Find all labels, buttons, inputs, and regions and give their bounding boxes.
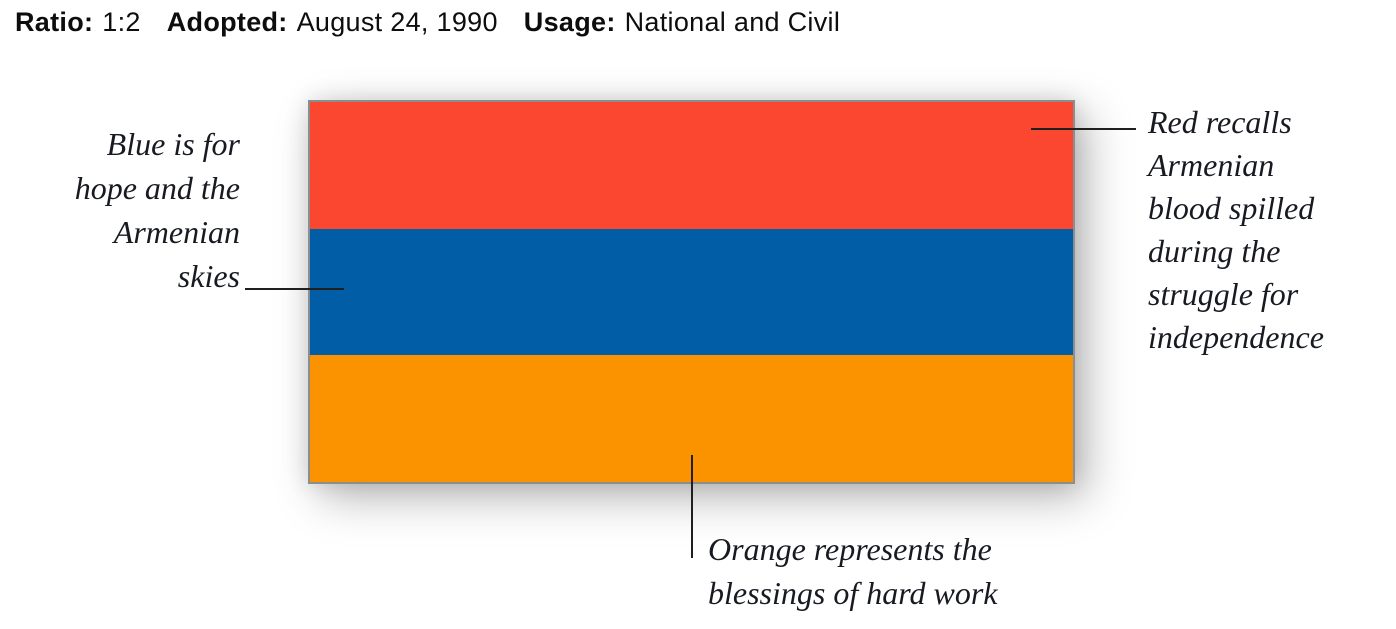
annotation-orange-stripe: Orange represents the blessings of hard … (708, 527, 998, 615)
usage-value: National and Civil (624, 7, 841, 37)
annotation-line: Blue is for (106, 126, 240, 162)
meta-field-adopted: Adopted: August 24, 1990 (167, 5, 498, 39)
annotation-line: Armenian (113, 214, 240, 250)
ratio-label: Ratio: (15, 7, 94, 37)
flag-stripe-blue (310, 228, 1073, 356)
flag-stripe-red (310, 102, 1073, 229)
annotation-line: blood spilled (1148, 190, 1315, 226)
leader-line-orange-stripe (691, 455, 693, 558)
annotation-line: Armenian (1148, 147, 1275, 183)
meta-field-usage: Usage: National and Civil (524, 5, 840, 39)
annotation-line: independence (1148, 319, 1324, 355)
annotation-line: blessings of hard work (708, 575, 998, 611)
annotation-blue-stripe: Blue is for hope and the Armenian skies (20, 122, 240, 298)
adopted-value: August 24, 1990 (296, 7, 498, 37)
adopted-label: Adopted: (166, 7, 288, 37)
annotation-line: during the (1148, 233, 1281, 269)
leader-line-blue-stripe (245, 288, 344, 290)
flag-meta-header: Ratio: 1:2 Adopted: August 24, 1990 Usag… (15, 5, 840, 39)
usage-label: Usage: (523, 7, 616, 37)
armenia-flag (308, 100, 1075, 484)
meta-field-ratio: Ratio: 1:2 (15, 5, 141, 39)
annotation-line: Red recalls (1148, 104, 1292, 140)
annotation-line: hope and the (74, 170, 240, 206)
leader-line-red-stripe (1031, 128, 1136, 130)
annotation-line: struggle for (1148, 276, 1299, 312)
annotation-line: Orange represents the (708, 531, 992, 567)
annotation-red-stripe: Red recalls Armenian blood spilled durin… (1148, 101, 1396, 359)
ratio-value: 1:2 (102, 7, 141, 37)
annotation-line: skies (177, 258, 240, 294)
